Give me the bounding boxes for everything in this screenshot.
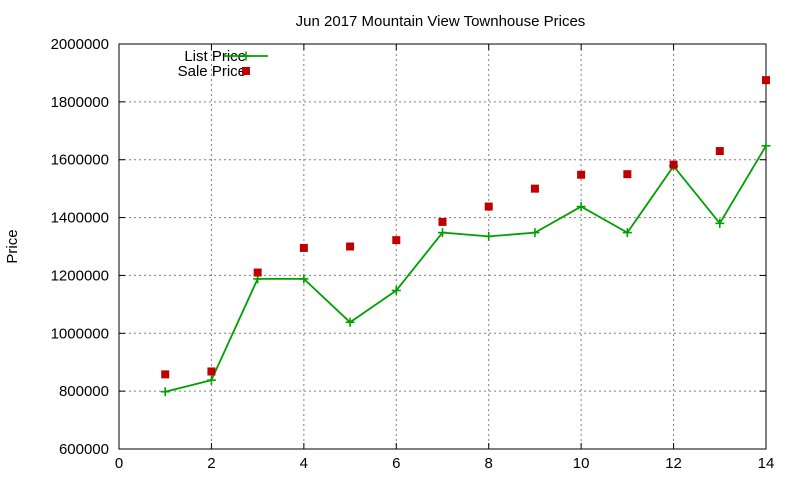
plot-frame — [118, 43, 767, 450]
x-tick-label: 4 — [300, 455, 308, 472]
sale-price-point — [669, 160, 678, 169]
y-tick-label: 1600000 — [51, 152, 109, 169]
list-price-point — [345, 317, 355, 327]
sale-price-point — [577, 170, 586, 179]
axis-ticks: 0 2 4 6 8 10 12 14 600000 800000 1000000 1200000 140… — [51, 36, 775, 472]
x-tick-label: 10 — [573, 455, 590, 472]
y-axis-label: Price — [4, 229, 21, 263]
sale-price-point — [392, 236, 401, 245]
list-price-point — [438, 228, 447, 238]
y-tick-label: 1200000 — [51, 267, 109, 284]
y-tick-label: 800000 — [59, 383, 109, 400]
list-price-point — [484, 231, 494, 241]
legend-square-marker — [242, 67, 250, 75]
legend-label-sale-price: Sale Price — [178, 63, 246, 80]
y-tick-label: 1800000 — [51, 94, 109, 111]
sale-price-point — [207, 367, 216, 376]
sale-price-point — [161, 370, 170, 379]
sale-price-point — [762, 76, 770, 85]
sale-price-point — [438, 217, 447, 226]
y-tick-label: 2000000 — [51, 36, 109, 53]
x-tick-label: 8 — [485, 455, 493, 472]
sale-price-point — [715, 147, 724, 156]
sale-price-point — [346, 242, 355, 251]
x-tick-label: 2 — [207, 455, 215, 472]
y-tick-label: 1000000 — [51, 325, 109, 342]
list-price-point — [715, 218, 725, 228]
list-price-point — [622, 228, 632, 238]
x-tick-label: 0 — [115, 455, 123, 472]
y-tick-label: 600000 — [59, 441, 109, 458]
chart-title: Jun 2017 Mountain View Townhouse Prices — [296, 13, 586, 30]
y-tick-label: 1400000 — [51, 210, 109, 227]
x-tick-label: 14 — [758, 455, 775, 472]
sale-price-point — [623, 170, 632, 179]
legend-plus-marker — [241, 51, 251, 61]
x-tick-label: 6 — [392, 455, 400, 472]
list-price-point — [391, 285, 401, 295]
sale-price-point — [484, 202, 493, 211]
x-tick-label: 12 — [665, 455, 682, 472]
list-price-point — [299, 274, 309, 284]
series-layer — [160, 76, 771, 397]
list-price-point — [206, 375, 216, 385]
grid-lines — [119, 44, 766, 449]
sale-price-point — [299, 243, 308, 252]
legend-label-list-price: List Price — [184, 48, 246, 65]
list-price-series-line — [164, 145, 767, 393]
list-price-point — [160, 387, 170, 397]
sale-price-point — [530, 184, 539, 193]
list-price-point — [576, 202, 586, 212]
legend: List Price Sale Price — [178, 48, 268, 80]
legend-swatch-list-price — [224, 51, 268, 61]
sale-price-point — [253, 268, 262, 277]
list-price-point — [761, 141, 771, 151]
legend-swatch-sale-price — [242, 67, 250, 75]
list-price-point — [530, 228, 540, 238]
